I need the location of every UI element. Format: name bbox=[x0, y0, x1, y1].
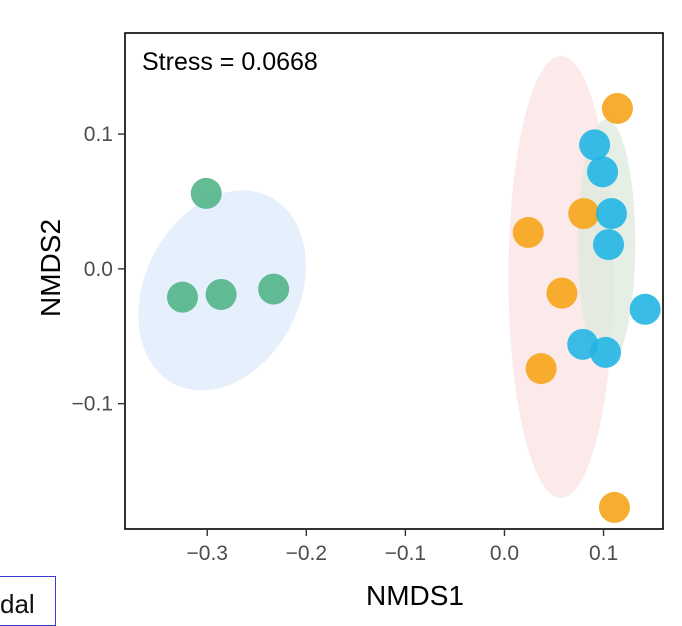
data-point-s1-4 bbox=[258, 273, 290, 305]
data-point-s3-4 bbox=[593, 229, 625, 261]
axes-layer: −0.3 −0.2 −0.1 0.0 0.1 −0.1 0.0 0.1 bbox=[72, 123, 619, 565]
data-point-s2-6 bbox=[598, 491, 630, 523]
data-point-s2-1 bbox=[601, 92, 633, 124]
data-point-s2-4 bbox=[546, 277, 578, 309]
stress-annotation: Stress = 0.0668 bbox=[142, 48, 318, 76]
data-point-s3-7 bbox=[590, 336, 622, 368]
legend-fragment-label: dal bbox=[0, 589, 35, 619]
data-point-s3-2 bbox=[587, 156, 619, 188]
data-point-s2-3 bbox=[512, 216, 544, 248]
x-tick-label: 0.1 bbox=[589, 542, 618, 565]
x-tick-label: −0.2 bbox=[286, 542, 327, 565]
x-tick-label: −0.1 bbox=[385, 542, 426, 565]
legend-fragment: dal bbox=[0, 576, 56, 626]
y-tick-label: −0.1 bbox=[72, 393, 113, 416]
data-point-s1-1 bbox=[190, 177, 222, 209]
point-layer bbox=[166, 92, 661, 523]
plot-panel-border bbox=[124, 32, 664, 530]
x-tick-label: −0.3 bbox=[187, 542, 228, 565]
x-tick-label: 0.0 bbox=[490, 542, 519, 565]
y-tick-label: 0.1 bbox=[84, 123, 113, 146]
x-axis-title: NMDS1 bbox=[366, 580, 464, 611]
data-point-s3-1 bbox=[579, 129, 611, 161]
data-point-s3-3 bbox=[595, 198, 627, 230]
y-tick-label: 0.0 bbox=[84, 258, 113, 281]
data-point-s3-5 bbox=[629, 293, 661, 325]
data-point-s1-2 bbox=[166, 281, 198, 313]
ellipse-layer bbox=[138, 55, 636, 499]
data-point-s2-5 bbox=[525, 353, 557, 385]
data-point-s2-2 bbox=[568, 198, 600, 230]
y-axis-title: NMDS2 bbox=[35, 219, 66, 317]
data-point-s1-3 bbox=[205, 278, 237, 310]
